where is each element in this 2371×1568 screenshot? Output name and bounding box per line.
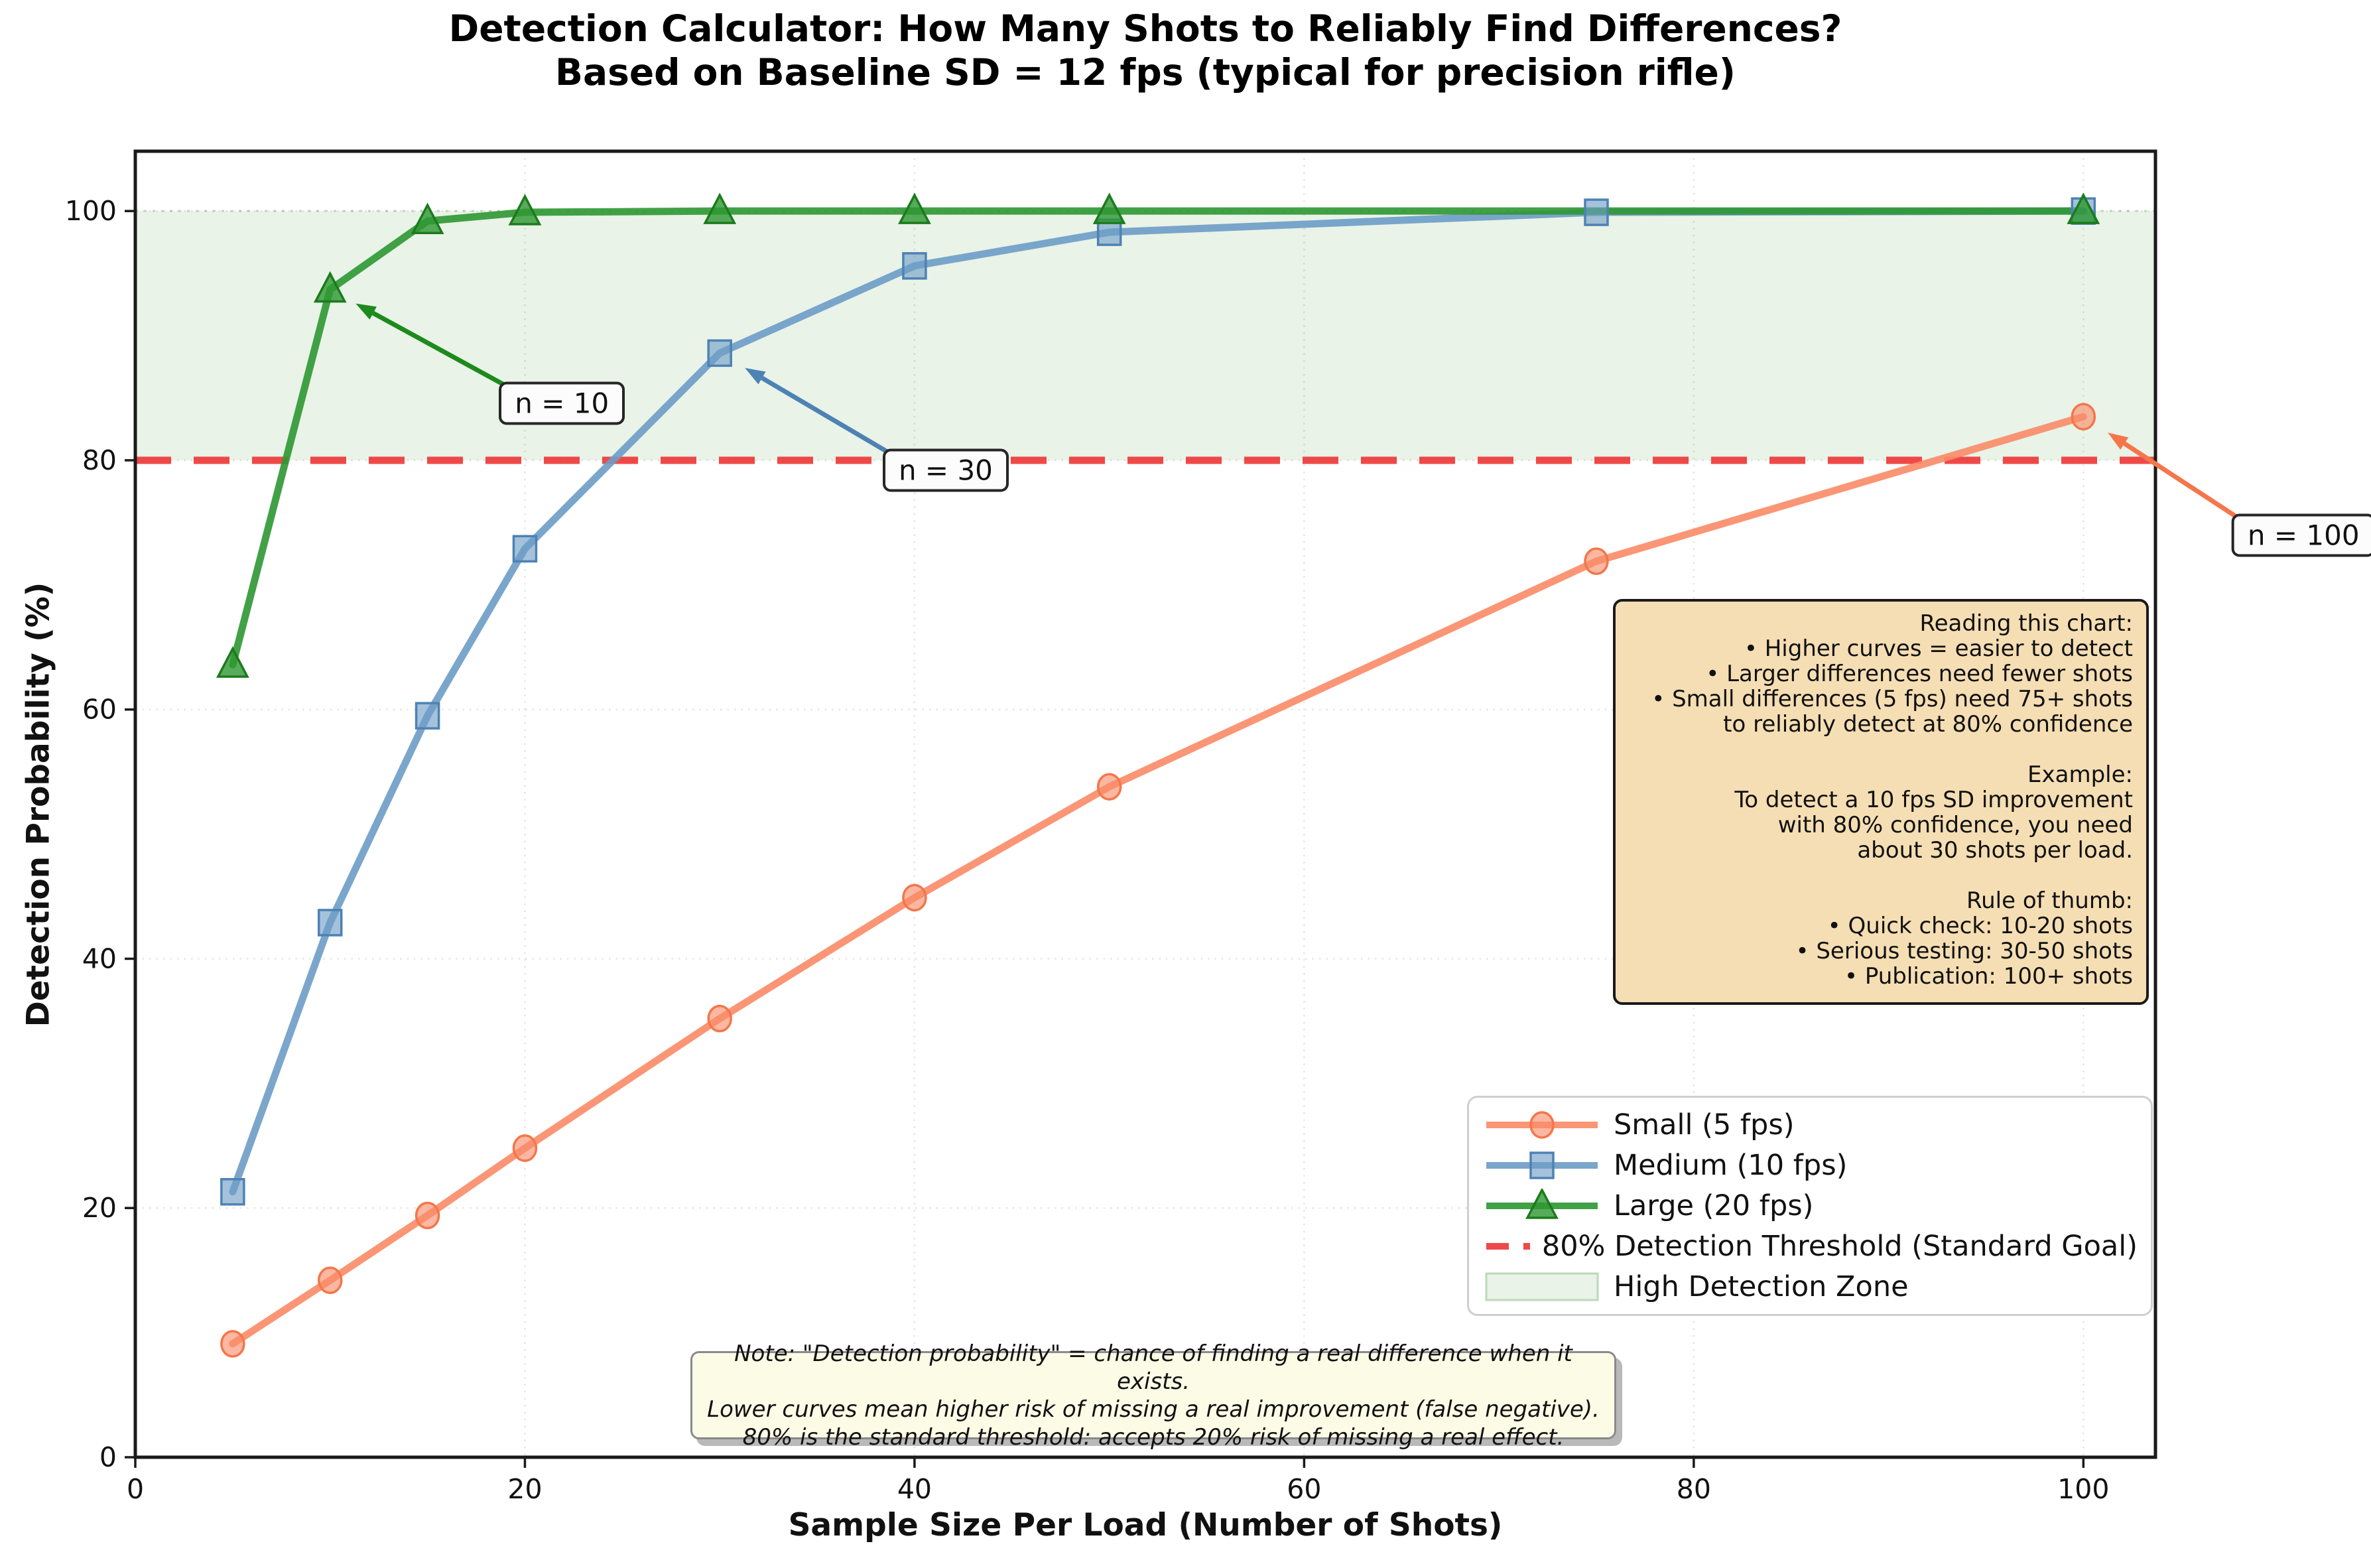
- marker-square: [1584, 198, 1609, 226]
- annotation-arrowhead-2: [2108, 432, 2129, 450]
- marker-circle: [1529, 1110, 1555, 1139]
- legend-label: Large (20 fps): [1614, 1189, 1814, 1222]
- x-axis-label: Sample Size Per Load (Number of Shots): [788, 1507, 1503, 1543]
- high-detection-zone: [135, 211, 2155, 460]
- marker-triangle: [1092, 192, 1126, 224]
- marker-square: [707, 339, 732, 367]
- marker-circle: [1096, 773, 1122, 801]
- axes-frame: [133, 149, 2157, 1459]
- marker-triangle: [411, 202, 444, 234]
- note-box: Note: "Detection probability" = chance o…: [690, 1340, 1616, 1451]
- marker-circle: [220, 1330, 245, 1358]
- y-tick-label-40: 40: [82, 943, 117, 974]
- chart-title-line1: Detection Calculator: How Many Shots to …: [448, 7, 1842, 50]
- legend: Small (5 fps) Medium (10 fps) Large (20 fp…: [1467, 1096, 2153, 1316]
- marker-circle: [415, 1201, 440, 1230]
- legend-swatch: [1485, 1272, 1599, 1301]
- marker-square: [512, 535, 538, 563]
- annotation-n=30: n = 30: [882, 448, 1009, 492]
- marker-circle: [1584, 547, 1609, 575]
- legend-label: Small (5 fps): [1614, 1108, 1795, 1142]
- legend-swatch: [1486, 1151, 1598, 1179]
- marker-circle: [707, 1004, 732, 1033]
- x-tick-label-80: 80: [1677, 1473, 1711, 1505]
- marker-circle: [512, 1134, 538, 1162]
- legend-item: Small (5 fps): [1482, 1108, 2138, 1142]
- legend-item: 80% Detection Threshold (Standard Goal): [1482, 1229, 2138, 1264]
- legend-item: Medium (10 fps): [1482, 1148, 2138, 1183]
- marker-triangle: [898, 192, 931, 224]
- chart-title: Detection Calculator: How Many Shots to …: [135, 7, 2155, 94]
- marker-circle: [2071, 403, 2096, 430]
- legend-label: 80% Detection Threshold (Standard Goal): [1541, 1230, 2138, 1264]
- marker-triangle: [1525, 1188, 1559, 1219]
- annotation-n=10: n = 10: [499, 381, 625, 425]
- marker-square: [902, 252, 927, 280]
- y-tick-label-100: 100: [65, 195, 117, 227]
- marker-square: [1529, 1151, 1555, 1179]
- annotation-arrow-line-2: [2123, 441, 2237, 519]
- y-tick-label-20: 20: [82, 1192, 117, 1224]
- legend-zone-swatch: [1485, 1272, 1599, 1301]
- marker-square: [415, 702, 440, 730]
- annotation-arrowhead-1: [745, 367, 766, 385]
- legend-label: High Detection Zone: [1614, 1270, 1909, 1304]
- marker-triangle: [2067, 192, 2100, 224]
- annotation-n=100: n = 100: [2231, 513, 2371, 557]
- legend-swatch: [1486, 1243, 1530, 1250]
- x-tick-label-40: 40: [897, 1473, 932, 1505]
- series-line-2: [229, 207, 2087, 669]
- marker-circle: [317, 1266, 343, 1294]
- annotation-arrowhead-0: [355, 303, 377, 320]
- chart-title-line2: Based on Baseline SD = 12 fps (typical f…: [555, 51, 1736, 94]
- marker-triangle: [508, 194, 542, 226]
- y-axis-label: Detection Probability (%): [20, 582, 57, 1027]
- x-tick-label-0: 0: [127, 1473, 144, 1505]
- legend-item: High Detection Zone: [1482, 1270, 2138, 1304]
- legend-swatch: [1486, 1188, 1598, 1219]
- marker-circle: [902, 883, 927, 912]
- marker-triangle: [216, 646, 249, 678]
- marker-square: [220, 1178, 245, 1206]
- marker-triangle: [313, 271, 347, 303]
- annotation-arrow-line-0: [371, 310, 504, 387]
- y-tick-label-80: 80: [82, 444, 117, 476]
- legend-swatch: [1486, 1110, 1598, 1139]
- legend-label: Medium (10 fps): [1614, 1148, 1848, 1182]
- reading-info-box: Reading this chart: • Higher curves = ea…: [1613, 599, 2149, 1005]
- marker-square: [317, 909, 343, 937]
- x-tick-label-20: 20: [507, 1473, 542, 1505]
- y-tick-label-0: 0: [99, 1441, 117, 1473]
- marker-triangle: [703, 192, 737, 224]
- x-tick-label-60: 60: [1287, 1473, 1321, 1505]
- x-tick-label-100: 100: [2057, 1473, 2109, 1505]
- legend-item: Large (20 fps): [1482, 1188, 2138, 1223]
- annotation-arrow-line-1: [761, 375, 888, 454]
- y-tick-label-60: 60: [82, 694, 117, 726]
